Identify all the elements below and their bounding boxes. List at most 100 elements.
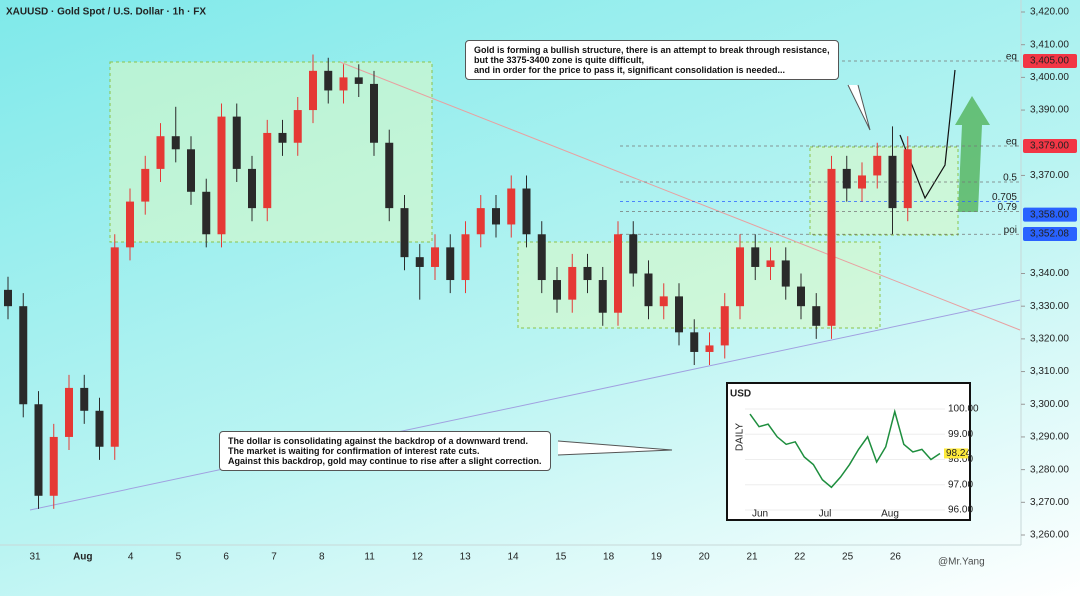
x-tick-label: 14	[507, 552, 519, 563]
y-tick-label: 3,280.00	[1030, 464, 1069, 475]
candle-body	[126, 201, 134, 248]
candle-body	[80, 387, 89, 411]
candle-body	[751, 247, 760, 267]
candle-body	[339, 77, 348, 91]
inset-x-label: Jun	[752, 509, 768, 520]
candle-body	[415, 257, 424, 267]
candle-body	[293, 110, 302, 143]
inset-tick-label: 97.00	[948, 479, 973, 490]
trend-line	[29, 299, 1021, 511]
candle-body	[766, 260, 775, 267]
y-tick-label: 3,320.00	[1030, 334, 1069, 345]
candle-body	[873, 155, 882, 176]
candle-body	[232, 116, 241, 169]
x-tick-label: 11	[364, 552, 375, 563]
candle-body	[400, 208, 409, 258]
annotation-line: Against this backdrop, gold may continue…	[228, 456, 542, 466]
x-tick-label: 5	[176, 552, 182, 563]
candle-body	[248, 168, 256, 209]
candle-body	[202, 191, 211, 235]
candle-body	[461, 234, 470, 281]
annotation-line: Gold is forming a bullish structure, the…	[474, 45, 830, 55]
candle-body	[34, 404, 43, 496]
level-label: eq	[1006, 137, 1017, 148]
candle-body	[659, 296, 668, 307]
candle-body	[675, 296, 683, 333]
y-tick-label: 3,260.00	[1030, 530, 1069, 541]
candle-body	[720, 306, 729, 346]
candle-body	[431, 247, 439, 267]
candle-body	[583, 266, 592, 281]
inset-line	[749, 408, 941, 489]
x-tick-label: 18	[603, 552, 615, 563]
y-tick-label: 3,330.00	[1030, 301, 1069, 312]
y-tick-label: 3,300.00	[1030, 399, 1069, 410]
candle-body	[827, 168, 836, 326]
y-tick-label: 3,410.00	[1030, 39, 1069, 50]
candle-body	[385, 142, 394, 209]
level-label: 0.705	[992, 192, 1017, 203]
candle-body	[263, 132, 272, 209]
annotation: Gold is forming a bullish structure, the…	[465, 40, 839, 80]
x-tick-label: 15	[555, 552, 567, 563]
inset-x-label: Aug	[881, 509, 899, 520]
candle-body	[781, 260, 790, 287]
candle-body	[110, 247, 119, 447]
inset-x-label: Jul	[819, 509, 832, 520]
y-tick-label: 3,340.00	[1030, 268, 1069, 279]
candle-body	[537, 234, 546, 281]
candle-body	[370, 83, 378, 143]
candle-body	[598, 280, 607, 313]
candle-body	[644, 273, 653, 307]
candle-body	[812, 306, 821, 326]
y-tick-label: 3,310.00	[1030, 366, 1069, 377]
x-tick-label: 8	[319, 552, 325, 563]
inset-last-label: 98.24	[946, 448, 971, 459]
price-tag	[1023, 227, 1077, 242]
candle-body	[629, 234, 638, 274]
x-tick-label: 7	[271, 552, 277, 563]
candle-body	[797, 286, 805, 307]
y-tick-label: 3,270.00	[1030, 497, 1069, 508]
inset-tick-label: 99.00	[948, 429, 973, 440]
price-tag-label: 3,358.00	[1030, 209, 1069, 220]
candle-body	[19, 306, 28, 405]
candle-body	[568, 266, 577, 300]
price-tag	[1023, 54, 1077, 69]
candle-body	[507, 188, 516, 225]
annotation: The dollar is consolidating against the …	[219, 431, 551, 471]
x-tick-label: 26	[890, 552, 902, 563]
annotation-line: The dollar is consolidating against the …	[228, 436, 529, 446]
candle-body	[187, 149, 195, 192]
candle-body	[446, 247, 455, 281]
x-tick-label: 13	[460, 552, 472, 563]
candle-body	[278, 132, 287, 143]
candle-body	[522, 188, 531, 235]
candle-body	[736, 247, 744, 307]
candle-body	[324, 70, 333, 91]
y-tick-label: 3,290.00	[1030, 432, 1069, 443]
price-tag-label: 3,405.00	[1030, 56, 1069, 67]
inset-title: USD	[730, 389, 751, 400]
x-tick-label: 6	[223, 552, 229, 563]
y-tick-label: 3,420.00	[1030, 7, 1069, 18]
candle-body	[156, 136, 165, 169]
candle-body	[141, 168, 150, 202]
annotation-line: The market is waiting for confirmation o…	[228, 446, 480, 456]
candle-body	[858, 175, 866, 189]
x-tick-label: 12	[412, 552, 424, 563]
candle-body	[95, 410, 104, 447]
candle-body	[171, 136, 180, 150]
price-tag-label: 3,352.08	[1030, 229, 1069, 240]
x-tick-label: Aug	[73, 552, 92, 563]
annotation-line: and in order for the price to pass it, s…	[474, 65, 786, 75]
trend-line	[339, 61, 1021, 331]
level-label: 0.5	[1003, 173, 1017, 184]
price-tag-label: 3,379.00	[1030, 141, 1069, 152]
candle-body	[4, 289, 12, 307]
x-tick-label: 4	[128, 552, 134, 563]
y-tick-label: 3,370.00	[1030, 170, 1069, 181]
x-tick-label: 20	[699, 552, 711, 563]
x-tick-label: 22	[794, 552, 806, 563]
